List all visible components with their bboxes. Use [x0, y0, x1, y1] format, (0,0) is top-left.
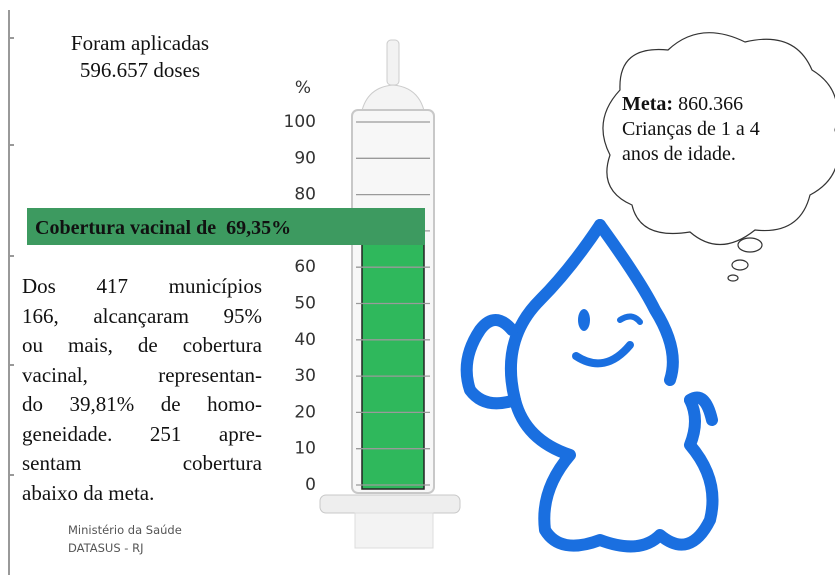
summary-line: Dos 417 municípios	[22, 272, 262, 302]
y-tick-label: 50	[294, 294, 316, 314]
goal-line: Crianças de 1 a 4	[622, 117, 760, 142]
coverage-value: 69,35%	[226, 217, 291, 239]
footer: Ministério da Saúde DATASUS - RJ	[68, 521, 182, 557]
mascot-eye	[578, 309, 590, 331]
summary-line: vacinal, representan-	[22, 361, 262, 391]
footer-line: DATASUS - RJ	[68, 539, 182, 557]
footer-line: Ministério da Saúde	[68, 521, 182, 539]
fill-bar	[362, 233, 424, 489]
summary-line: 166, alcançaram 95%	[22, 302, 262, 332]
y-tick-label: 60	[294, 257, 316, 277]
summary-line: abaixo da meta.	[22, 479, 262, 509]
doses-line: 596.657 doses	[40, 57, 240, 84]
y-tick-label: 100	[284, 112, 316, 132]
y-tick-label: 40	[294, 330, 316, 350]
y-tick-label: 10	[294, 439, 316, 459]
doses-text: Foram aplicadas 596.657 doses	[40, 30, 240, 84]
page: 0102030405060708090100% Foram aplicadas …	[0, 0, 835, 580]
goal-line: anos de idade.	[622, 142, 760, 167]
summary-line: sentam cobertura	[22, 449, 262, 479]
doses-line: Foram aplicadas	[40, 30, 240, 57]
y-axis-label: %	[295, 78, 311, 98]
goal-value: 860.366	[678, 93, 743, 115]
goal-label: Meta:	[622, 93, 673, 115]
y-tick-label: 30	[294, 366, 316, 386]
summary-line: geneidade. 251 apre-	[22, 420, 262, 450]
summary-line: ou mais, de cobertura	[22, 331, 262, 361]
y-tick-label: 20	[294, 402, 316, 422]
coverage-label: Cobertura vacinal de	[35, 217, 216, 239]
goal: Meta: 860.366 Crianças de 1 a 4 anos de …	[622, 92, 760, 167]
y-tick-label: 0	[305, 475, 316, 495]
y-tick-label: 90	[294, 148, 316, 168]
coverage-banner: Cobertura vacinal de 69,35%	[27, 208, 425, 245]
y-tick-label: 80	[294, 185, 316, 205]
summary-line: do 39,81% de homo-	[22, 390, 262, 420]
mascot	[467, 225, 713, 546]
